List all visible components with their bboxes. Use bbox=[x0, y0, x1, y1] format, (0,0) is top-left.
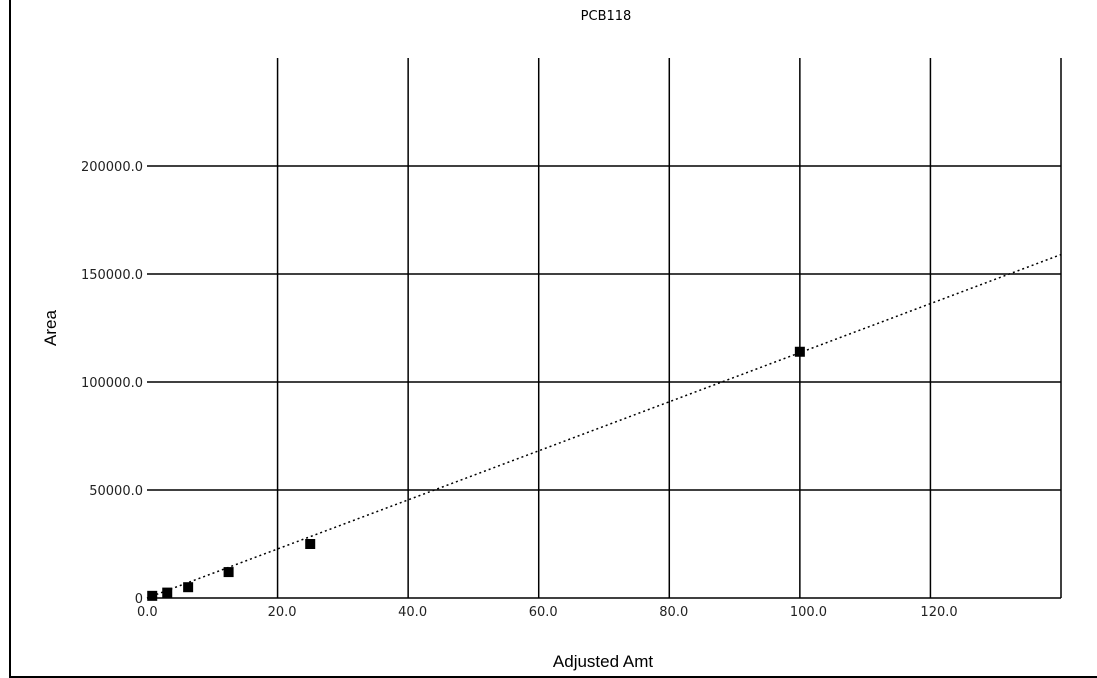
x-tick-label: 100.0 bbox=[790, 605, 827, 620]
x-tick-label: 120.0 bbox=[920, 605, 957, 620]
data-points bbox=[147, 346, 805, 601]
y-tick-label: 100000.0 bbox=[81, 376, 143, 391]
data-point bbox=[305, 539, 316, 549]
y-tick-label: 0 bbox=[135, 592, 143, 607]
x-tick-label: 60.0 bbox=[529, 605, 558, 620]
chart-title: PCB118 bbox=[581, 9, 632, 24]
y-tick-label: 200000.0 bbox=[81, 160, 143, 175]
x-tick-labels: 0.0 20.0 40.0 60.0 80.0 100.0 120.0 bbox=[137, 605, 958, 620]
data-point bbox=[147, 590, 158, 601]
x-tick-label: 40.0 bbox=[398, 605, 427, 620]
y-tick-labels: 0 50000.0 100000.0 150000.0 200000.0 bbox=[81, 160, 143, 607]
x-tick-label: 80.0 bbox=[659, 605, 688, 620]
y-tick-label: 150000.0 bbox=[81, 268, 143, 283]
grid bbox=[147, 58, 1062, 598]
axes bbox=[9, 0, 1097, 678]
data-point bbox=[162, 587, 173, 598]
trendline bbox=[146, 253, 1062, 599]
data-point bbox=[183, 582, 194, 593]
y-axis-title: Area bbox=[41, 310, 60, 346]
x-tick-label: 20.0 bbox=[268, 605, 297, 620]
trendline-segment bbox=[146, 253, 1062, 599]
x-tick-label: 0.0 bbox=[137, 605, 158, 620]
x-axis-title: Adjusted Amt bbox=[553, 652, 653, 671]
data-point bbox=[794, 346, 805, 357]
data-point bbox=[223, 567, 234, 578]
y-tick-label: 50000.0 bbox=[89, 484, 143, 499]
